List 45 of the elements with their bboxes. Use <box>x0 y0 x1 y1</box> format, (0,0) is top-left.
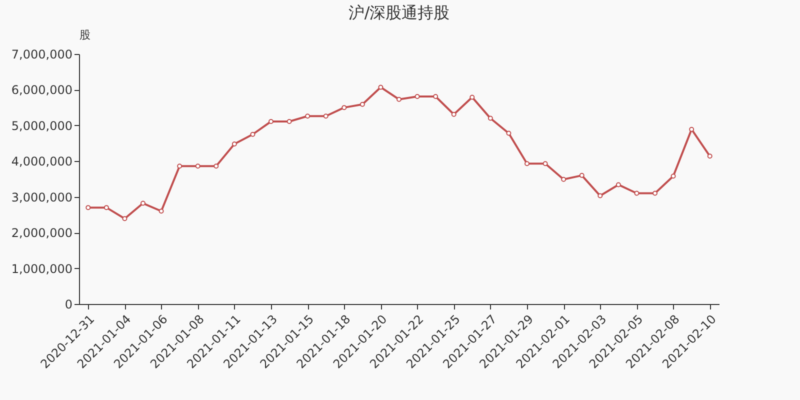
point <box>433 94 438 99</box>
point <box>561 176 566 182</box>
point <box>342 105 347 110</box>
point <box>323 114 328 119</box>
point <box>305 114 310 119</box>
point <box>232 142 237 146</box>
point <box>488 116 493 121</box>
y-tick-label: 3,000,000 <box>11 190 72 204</box>
point <box>707 154 712 159</box>
point <box>104 205 109 210</box>
point <box>598 193 603 198</box>
point <box>158 208 164 214</box>
point <box>360 102 365 107</box>
point <box>122 216 128 222</box>
y-tick-label: 7,000,000 <box>11 48 72 62</box>
point <box>470 94 475 100</box>
y-tick-label: 1,000,000 <box>11 262 72 276</box>
point <box>214 164 219 169</box>
point <box>524 161 530 166</box>
point <box>616 182 621 188</box>
y-tick-label: 4,000,000 <box>11 154 72 169</box>
point <box>140 200 146 206</box>
point <box>378 84 384 90</box>
point <box>451 112 456 117</box>
point <box>634 190 640 196</box>
y-axis-title: 股 <box>80 28 90 42</box>
point <box>579 172 584 178</box>
point <box>689 126 694 132</box>
point <box>414 94 420 99</box>
point <box>542 161 548 166</box>
point <box>250 132 256 137</box>
point <box>286 119 292 124</box>
point <box>396 96 402 102</box>
point <box>652 190 658 196</box>
y-tick-label: 5,000,000 <box>11 118 72 133</box>
point <box>195 164 200 169</box>
chart-title: 沪/深股通持股 <box>348 3 450 22</box>
point <box>506 130 512 136</box>
point <box>268 119 274 124</box>
y-tick-label: 0 <box>64 298 72 312</box>
y-tick-label: 2,000,000 <box>11 226 72 240</box>
point <box>86 205 91 210</box>
point <box>177 164 182 169</box>
point <box>670 174 676 179</box>
y-tick-label: 6,000,000 <box>11 83 72 98</box>
